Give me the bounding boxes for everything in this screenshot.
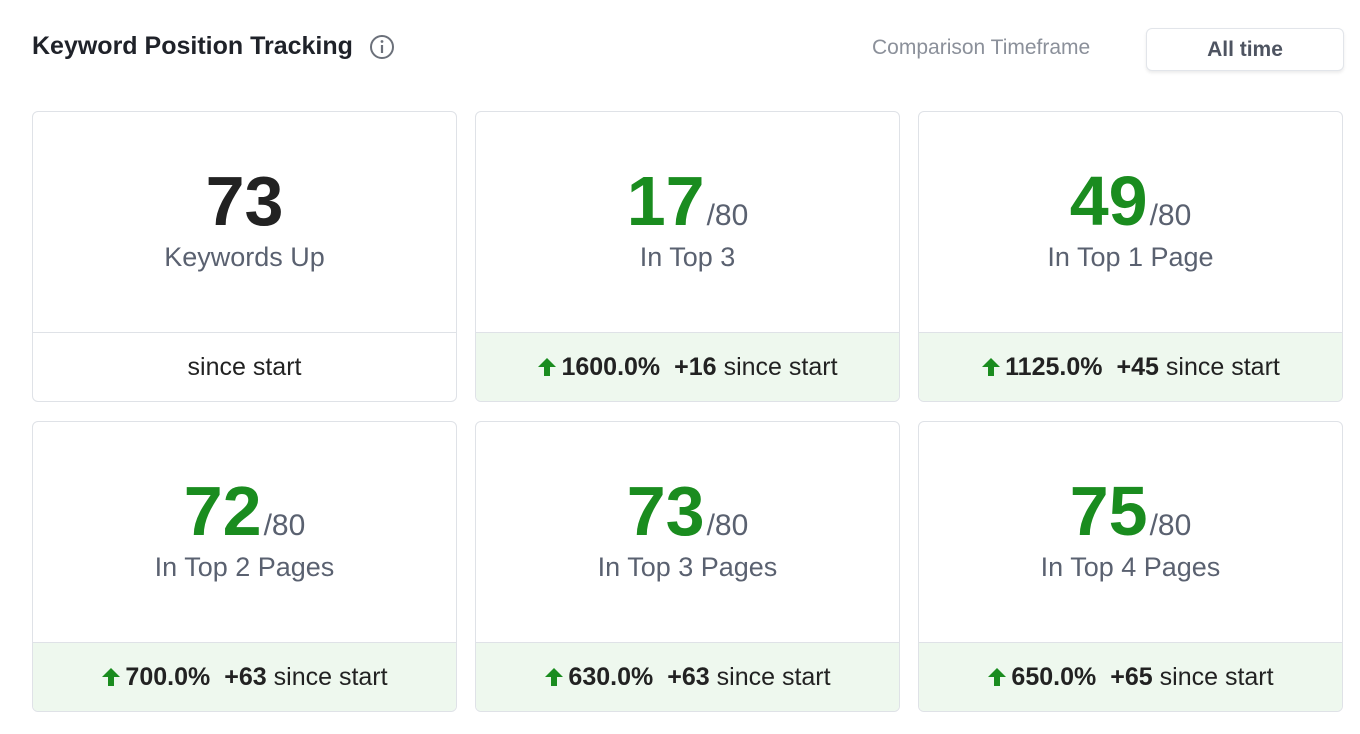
change-delta: +45	[1116, 352, 1159, 381]
card-footer: 630.0% +63 since start	[476, 643, 899, 711]
up-arrow	[538, 358, 557, 376]
change-percent: 650.0%	[1011, 662, 1097, 691]
metric: 49/80	[1070, 162, 1192, 240]
card-body: 73/80 In Top 3 Pages	[476, 422, 899, 643]
metric-value: 73	[205, 162, 284, 240]
change-delta: +63	[667, 662, 710, 691]
up-arrow	[982, 358, 1001, 376]
metric-label: In Top 3 Pages	[597, 552, 778, 582]
change-delta: +16	[674, 352, 717, 381]
card-body: 73 Keywords Up	[33, 112, 456, 333]
metric-label: Keywords Up	[164, 242, 325, 272]
metric-total: /80	[706, 509, 749, 542]
metric-value: 73	[626, 472, 705, 550]
card-grid: 73 Keywords Up since start 17/80 In Top 3 160…	[32, 111, 1343, 712]
header-title-row: Keyword Position Tracking	[32, 32, 395, 61]
metric-label: In Top 4 Pages	[1040, 552, 1221, 582]
metric-value: 49	[1069, 162, 1148, 240]
card-footer: since start	[33, 333, 456, 401]
metric-card: 49/80 In Top 1 Page 1125.0% +45 since start	[918, 111, 1343, 402]
footer-text: since start	[1165, 352, 1280, 381]
metric: 72/80	[184, 472, 306, 550]
footer-text: since start	[1159, 662, 1274, 691]
metric-total: /80	[263, 509, 306, 542]
card-body: 72/80 In Top 2 Pages	[33, 422, 456, 643]
metric-label: In Top 2 Pages	[154, 552, 335, 582]
metric-card: 75/80 In Top 4 Pages 650.0% +65 since start	[918, 421, 1343, 712]
change-percent: 1600.0%	[561, 352, 661, 381]
metric: 73	[206, 162, 284, 240]
change-percent: 630.0%	[568, 662, 654, 691]
card-footer: 1125.0% +45 since start	[919, 333, 1342, 401]
up-arrow	[545, 668, 564, 686]
up-arrow	[102, 668, 121, 686]
card-body: 49/80 In Top 1 Page	[919, 112, 1342, 333]
timeframe-button[interactable]: All time	[1146, 28, 1344, 71]
metric-total: /80	[706, 199, 749, 232]
metric-total: /80	[1149, 199, 1192, 232]
page-title: Keyword Position Tracking	[32, 32, 353, 60]
metric: 73/80	[627, 472, 749, 550]
card-body: 17/80 In Top 3	[476, 112, 899, 333]
metric-card: 73/80 In Top 3 Pages 630.0% +63 since start	[475, 421, 900, 712]
card-footer: 650.0% +65 since start	[919, 643, 1342, 711]
change-delta: +65	[1110, 662, 1153, 691]
up-arrow	[988, 668, 1007, 686]
timeframe-label: Comparison Timeframe	[872, 36, 1091, 59]
metric-card: 72/80 In Top 2 Pages 700.0% +63 since start	[32, 421, 457, 712]
metric-card: 17/80 In Top 3 1600.0% +16 since start	[475, 111, 900, 402]
card-footer: 700.0% +63 since start	[33, 643, 456, 711]
footer-text: since start	[187, 352, 302, 381]
metric-label: In Top 1 Page	[1047, 242, 1214, 272]
metric-total: /80	[1149, 509, 1192, 542]
metric-label: In Top 3	[639, 242, 736, 272]
metric: 75/80	[1070, 472, 1192, 550]
change-delta: +63	[224, 662, 267, 691]
metric-value: 72	[183, 472, 262, 550]
metric-value: 17	[626, 162, 705, 240]
card-footer: 1600.0% +16 since start	[476, 333, 899, 401]
footer-text: since start	[716, 662, 831, 691]
card-body: 75/80 In Top 4 Pages	[919, 422, 1342, 643]
metric: 17/80	[627, 162, 749, 240]
metric-card: 73 Keywords Up since start	[32, 111, 457, 402]
footer-text: since start	[273, 662, 388, 691]
change-percent: 1125.0%	[1005, 352, 1103, 381]
metric-value: 75	[1069, 472, 1148, 550]
change-percent: 700.0%	[125, 662, 211, 691]
info-icon[interactable]	[369, 34, 395, 60]
footer-text: since start	[723, 352, 838, 381]
